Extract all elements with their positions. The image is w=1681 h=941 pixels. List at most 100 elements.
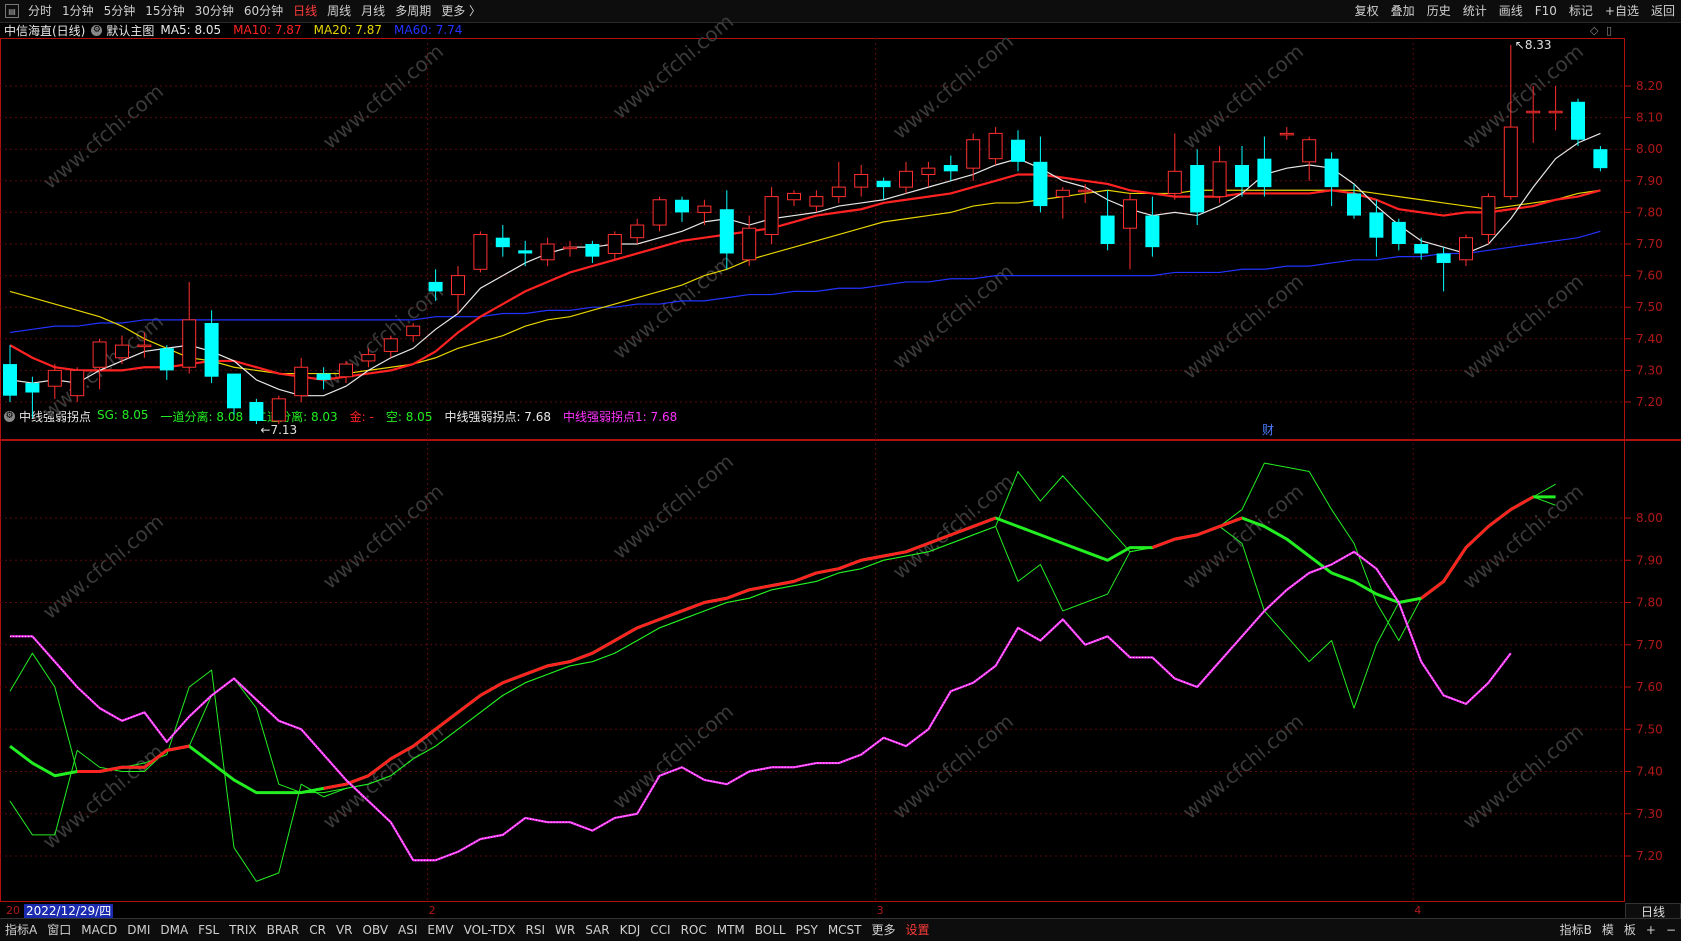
candle-11[interactable]	[249, 398, 264, 425]
tool-button-0[interactable]: 复权	[1354, 4, 1379, 18]
candle-69[interactable]	[1548, 86, 1563, 131]
tool-button-5[interactable]: F10	[1534, 4, 1557, 18]
candle-10[interactable]	[227, 373, 241, 415]
candle-33[interactable]	[742, 215, 757, 267]
candle-60[interactable]	[1347, 183, 1361, 219]
stock-title[interactable]: 中信海直(日线)	[4, 23, 86, 38]
candle-35[interactable]	[787, 190, 801, 207]
candle-36[interactable]	[809, 190, 824, 213]
candle-54[interactable]	[1212, 146, 1227, 203]
candle-16[interactable]	[361, 348, 376, 368]
period-tab-1[interactable]: 1分钟	[62, 4, 94, 18]
candle-38[interactable]	[854, 165, 869, 197]
candle-52[interactable]	[1167, 133, 1182, 200]
indicator-b-tool-1[interactable]: 模	[1601, 923, 1614, 937]
diamond-icon[interactable]: ◇	[1590, 24, 1599, 37]
candle-31[interactable]	[697, 199, 712, 226]
candle-14[interactable]	[316, 367, 331, 390]
candle-44[interactable]	[988, 127, 1003, 165]
candle-55[interactable]	[1235, 146, 1249, 197]
indicator-tab-3[interactable]: DMI	[127, 923, 151, 937]
period-tab-0[interactable]: 分时	[28, 4, 53, 18]
period-tab-2[interactable]: 5分钟	[103, 4, 136, 18]
candle-56[interactable]	[1257, 136, 1272, 197]
candle-21[interactable]	[473, 231, 488, 273]
indicator-b-tool-2[interactable]: 板	[1623, 923, 1636, 937]
candle-40[interactable]	[899, 161, 913, 194]
indicator-tab-18[interactable]: CCI	[650, 923, 671, 937]
tool-button-7[interactable]: +自选	[1604, 4, 1639, 18]
candle-66[interactable]	[1481, 193, 1496, 244]
candle-8[interactable]	[182, 281, 197, 374]
period-tab-4[interactable]: 30分钟	[194, 4, 234, 18]
indicator-b-tool-4[interactable]: −	[1665, 923, 1676, 937]
indicator-tab-20[interactable]: MTM	[716, 923, 745, 937]
candle-26[interactable]	[585, 240, 600, 263]
candle-37[interactable]	[831, 161, 846, 203]
indicator-tab-4[interactable]: DMA	[160, 923, 189, 937]
template-label[interactable]: 默认主图	[106, 23, 155, 38]
candle-39[interactable]	[876, 177, 891, 200]
indicator-tab-23[interactable]: MCST	[827, 923, 862, 937]
indicator-tab-10[interactable]: OBV	[362, 923, 389, 937]
candle-34[interactable]	[764, 187, 779, 244]
period-tab-8[interactable]: 月线	[361, 4, 386, 18]
indicator-settings-icon[interactable]: ⚙	[4, 410, 15, 422]
candle-43[interactable]	[966, 133, 981, 181]
indicator-tab-13[interactable]: VOL-TDX	[463, 923, 516, 937]
candle-65[interactable]	[1459, 234, 1473, 267]
candle-3[interactable]	[70, 367, 85, 402]
candle-12[interactable]	[271, 395, 286, 425]
panel-toggle-icon[interactable]: ▯	[1606, 24, 1612, 37]
period-tab-6[interactable]: 日线	[293, 4, 318, 18]
candle-49[interactable]	[1100, 190, 1115, 251]
candle-7[interactable]	[159, 345, 174, 380]
candle-46[interactable]	[1033, 136, 1048, 213]
tool-button-2[interactable]: 历史	[1426, 4, 1451, 18]
indicator-tab-11[interactable]: ASI	[398, 923, 418, 937]
tool-button-8[interactable]: 返回	[1650, 4, 1675, 18]
candle-51[interactable]	[1145, 196, 1160, 257]
candle-41[interactable]	[921, 161, 936, 188]
indicator-tab-6[interactable]: TRIX	[229, 923, 257, 937]
indicator-b-tool-0[interactable]: 指标B	[1559, 923, 1592, 937]
candle-71[interactable]	[1593, 146, 1608, 172]
candle-1[interactable]	[25, 376, 40, 418]
indicator-tab-17[interactable]: KDJ	[619, 923, 641, 937]
candle-28[interactable]	[630, 218, 645, 244]
indicator-tab-15[interactable]: WR	[555, 923, 576, 937]
candle-4[interactable]	[92, 338, 107, 390]
tool-button-4[interactable]: 画线	[1498, 4, 1523, 18]
candle-27[interactable]	[607, 231, 622, 260]
tool-button-6[interactable]: 标记	[1568, 4, 1593, 18]
candle-24[interactable]	[540, 237, 555, 267]
indicator-tab-0[interactable]: 指标A	[5, 923, 38, 937]
candle-64[interactable]	[1436, 247, 1451, 292]
indicator-b-tool-3[interactable]: +	[1645, 923, 1656, 937]
indicator-tab-9[interactable]: VR	[335, 923, 353, 937]
candle-20[interactable]	[451, 266, 465, 314]
period-label[interactable]: 日线	[1625, 903, 1681, 919]
candle-45[interactable]	[1011, 130, 1025, 172]
indicator-tab-7[interactable]: BRAR	[266, 923, 300, 937]
candle-29[interactable]	[652, 196, 667, 232]
indicator-tab-12[interactable]: EMV	[427, 923, 454, 937]
tool-button-1[interactable]: 叠加	[1390, 4, 1415, 18]
indicator-tab-1[interactable]: 窗口	[47, 923, 72, 937]
candle-6[interactable]	[137, 332, 152, 358]
candle-61[interactable]	[1369, 199, 1384, 257]
menu-icon[interactable]: ▤	[5, 4, 19, 18]
indicator-name[interactable]: 中线强弱拐点	[19, 409, 92, 424]
candle-17[interactable]	[383, 335, 398, 358]
indicator-tab-19[interactable]: ROC	[680, 923, 707, 937]
period-tab-3[interactable]: 15分钟	[145, 4, 185, 18]
period-tab-7[interactable]: 周线	[327, 4, 352, 18]
candle-18[interactable]	[406, 323, 421, 342]
indicator-tab-8[interactable]: CR	[309, 923, 326, 937]
chart-canvas[interactable]: www.cfchi.com www.cfchi.com www.cfchi.com w…	[0, 0, 1681, 918]
indicator-tab-16[interactable]: SAR	[585, 923, 610, 937]
candle-68[interactable]	[1526, 86, 1541, 143]
candle-23[interactable]	[518, 240, 533, 267]
candle-67[interactable]	[1503, 44, 1518, 200]
candle-47[interactable]	[1055, 187, 1070, 219]
